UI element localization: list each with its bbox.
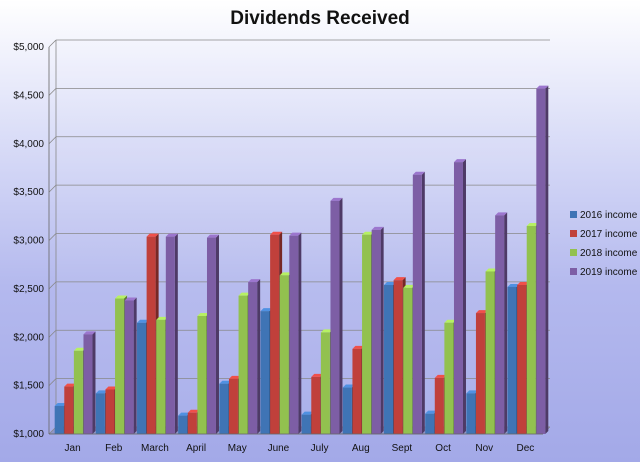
- x-tick-label: May: [228, 443, 247, 454]
- x-tick-label: Nov: [475, 443, 493, 454]
- gridline-side: [48, 233, 57, 241]
- legend-swatch: [570, 268, 577, 275]
- y-tick-label: $2,000: [13, 332, 44, 343]
- legend-swatch: [570, 211, 577, 218]
- bar: [248, 279, 261, 434]
- legend-label: 2017 income: [580, 229, 638, 240]
- x-tick-label: Feb: [105, 443, 123, 454]
- gridline-side: [48, 281, 57, 290]
- legend-label: 2019 income: [580, 267, 638, 278]
- x-tick-label: July: [311, 443, 329, 454]
- gridline-side: [48, 136, 57, 145]
- bar: [206, 234, 219, 434]
- legend-label: 2018 income: [580, 248, 638, 259]
- bar: [495, 212, 508, 434]
- gridline-side: [48, 329, 57, 338]
- x-tick-label: April: [186, 443, 206, 454]
- y-tick-label: $4,500: [13, 90, 44, 101]
- y-tick-label: $1,500: [13, 381, 44, 392]
- y-tick-label: $4,000: [13, 139, 44, 150]
- bar: [83, 331, 96, 434]
- x-tick-label: Sept: [392, 443, 413, 454]
- gridline-side: [48, 184, 57, 193]
- gridline-side: [48, 378, 57, 386]
- y-tick-label: $1,000: [13, 429, 44, 440]
- legend-swatch: [570, 230, 577, 237]
- y-tick-label: $3,000: [13, 236, 44, 247]
- gridline-side: [48, 39, 57, 48]
- chart-title: Dividends Received: [230, 8, 410, 29]
- bar: [536, 85, 549, 434]
- bar: [330, 197, 343, 434]
- x-tick-label: June: [268, 443, 290, 454]
- x-tick-label: Aug: [352, 443, 370, 454]
- x-tick-label: March: [141, 443, 169, 454]
- bar: [412, 171, 425, 434]
- x-tick-label: Dec: [517, 443, 535, 454]
- bar: [165, 233, 178, 434]
- gridline-side: [48, 88, 57, 96]
- bar: [453, 159, 466, 434]
- bar: [289, 232, 302, 434]
- bar: [371, 226, 384, 434]
- x-tick-label: Jan: [65, 443, 81, 454]
- y-tick-label: $2,500: [13, 284, 44, 295]
- y-tick-label: $5,000: [13, 42, 44, 53]
- legend-label: 2016 income: [580, 210, 638, 221]
- bar: [124, 297, 137, 434]
- legend-swatch: [570, 249, 577, 256]
- y-tick-label: $3,500: [13, 187, 44, 198]
- x-tick-label: Oct: [435, 443, 451, 454]
